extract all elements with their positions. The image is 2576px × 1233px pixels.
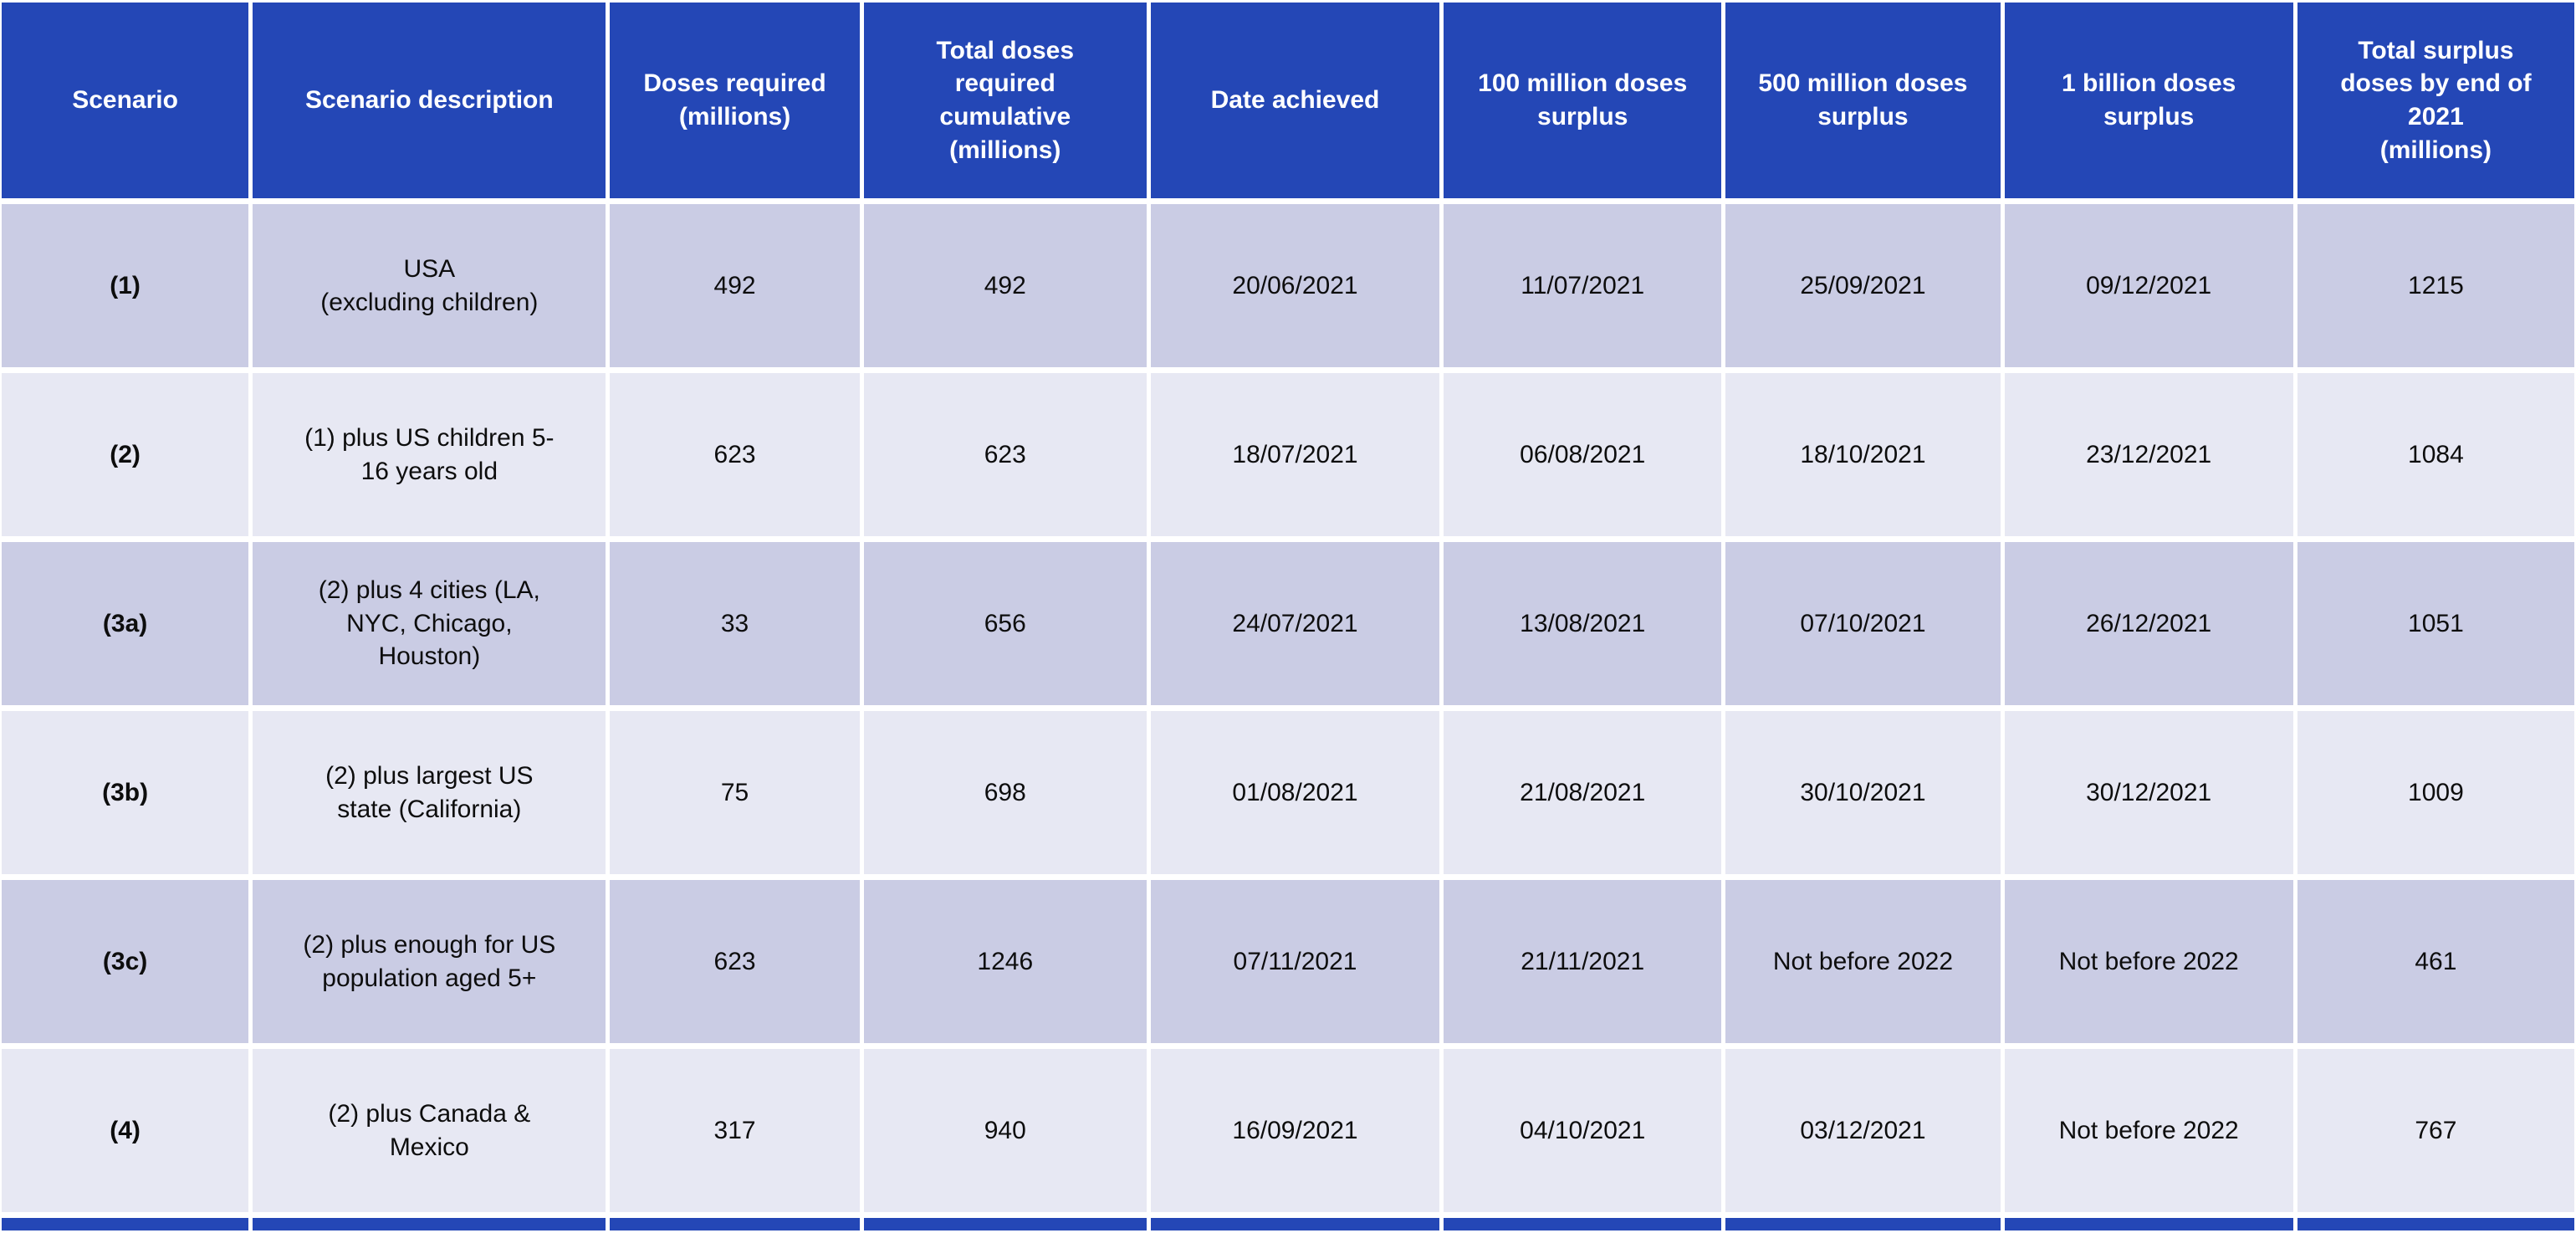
bottom-strip-segment (253, 1218, 606, 1230)
cell-1b-surplus: Not before 2022 (2004, 1049, 2293, 1212)
bottom-strip-segment (2, 1218, 249, 1230)
cell-date-achieved: 01/08/2021 (1150, 711, 1440, 874)
bottom-strip-segment (863, 1218, 1147, 1230)
cell-doses-required: 623 (610, 373, 860, 536)
cell-doses-required: 492 (610, 204, 860, 367)
cell-date-achieved: 20/06/2021 (1150, 204, 1440, 367)
cell-100m-surplus: 13/08/2021 (1444, 542, 1722, 705)
cell-date-achieved: 18/07/2021 (1150, 373, 1440, 536)
cell-doses-required: 33 (610, 542, 860, 705)
cell-date-achieved: 16/09/2021 (1150, 1049, 1440, 1212)
header-1b-surplus: 1 billion doses surplus (2004, 3, 2293, 198)
cell-scenario: (4) (2, 1049, 249, 1212)
cell-total-cumulative: 623 (863, 373, 1147, 536)
cell-scenario: (2) (2, 373, 249, 536)
scenario-table: Scenario Scenario description Doses requ… (2, 3, 2574, 1230)
cell-1b-surplus: 26/12/2021 (2004, 542, 2293, 705)
cell-100m-surplus: 06/08/2021 (1444, 373, 1722, 536)
cell-scenario: (3b) (2, 711, 249, 874)
cell-500m-surplus: 30/10/2021 (1725, 711, 2001, 874)
cell-total-surplus: 1009 (2297, 711, 2574, 874)
cell-total-cumulative: 940 (863, 1049, 1147, 1212)
cell-100m-surplus: 04/10/2021 (1444, 1049, 1722, 1212)
cell-scenario: (1) (2, 204, 249, 367)
cell-total-surplus: 1051 (2297, 542, 2574, 705)
header-500m-surplus: 500 million doses surplus (1725, 3, 2001, 198)
header-doses-required: Doses required (millions) (610, 3, 860, 198)
cell-date-achieved: 24/07/2021 (1150, 542, 1440, 705)
cell-500m-surplus: 03/12/2021 (1725, 1049, 2001, 1212)
cell-description: (1) plus US children 5- 16 years old (253, 373, 606, 536)
cell-100m-surplus: 21/11/2021 (1444, 880, 1722, 1043)
cell-total-surplus: 1215 (2297, 204, 2574, 367)
cell-date-achieved: 07/11/2021 (1150, 880, 1440, 1043)
cell-100m-surplus: 21/08/2021 (1444, 711, 1722, 874)
bottom-strip-segment (1150, 1218, 1440, 1230)
cell-doses-required: 75 (610, 711, 860, 874)
cell-total-cumulative: 1246 (863, 880, 1147, 1043)
cell-total-surplus: 1084 (2297, 373, 2574, 536)
cell-description: (2) plus 4 cities (LA, NYC, Chicago, Hou… (253, 542, 606, 705)
cell-description: USA (excluding children) (253, 204, 606, 367)
cell-scenario: (3c) (2, 880, 249, 1043)
cell-1b-surplus: 23/12/2021 (2004, 373, 2293, 536)
cell-1b-surplus: 09/12/2021 (2004, 204, 2293, 367)
cell-1b-surplus: Not before 2022 (2004, 880, 2293, 1043)
cell-total-surplus: 461 (2297, 880, 2574, 1043)
cell-scenario: (3a) (2, 542, 249, 705)
bottom-strip-segment (2004, 1218, 2293, 1230)
cell-500m-surplus: 07/10/2021 (1725, 542, 2001, 705)
bottom-strip-segment (610, 1218, 860, 1230)
cell-doses-required: 623 (610, 880, 860, 1043)
cell-total-cumulative: 656 (863, 542, 1147, 705)
cell-doses-required: 317 (610, 1049, 860, 1212)
bottom-strip-segment (2297, 1218, 2574, 1230)
cell-total-cumulative: 698 (863, 711, 1147, 874)
cell-500m-surplus: Not before 2022 (1725, 880, 2001, 1043)
cell-total-surplus: 767 (2297, 1049, 2574, 1212)
bottom-strip-segment (1444, 1218, 1722, 1230)
cell-1b-surplus: 30/12/2021 (2004, 711, 2293, 874)
header-total-surplus-2021: Total surplus doses by end of 2021 (mill… (2297, 3, 2574, 198)
cell-description: (2) plus Canada & Mexico (253, 1049, 606, 1212)
cell-description: (2) plus largest US state (California) (253, 711, 606, 874)
bottom-strip-segment (1725, 1218, 2001, 1230)
header-scenario-description: Scenario description (253, 3, 606, 198)
cell-total-cumulative: 492 (863, 204, 1147, 367)
cell-description: (2) plus enough for US population aged 5… (253, 880, 606, 1043)
header-total-doses-cumulative: Total doses required cumulative (million… (863, 3, 1147, 198)
cell-100m-surplus: 11/07/2021 (1444, 204, 1722, 367)
cell-500m-surplus: 18/10/2021 (1725, 373, 2001, 536)
cell-500m-surplus: 25/09/2021 (1725, 204, 2001, 367)
header-scenario: Scenario (2, 3, 249, 198)
header-date-achieved: Date achieved (1150, 3, 1440, 198)
header-100m-surplus: 100 million doses surplus (1444, 3, 1722, 198)
